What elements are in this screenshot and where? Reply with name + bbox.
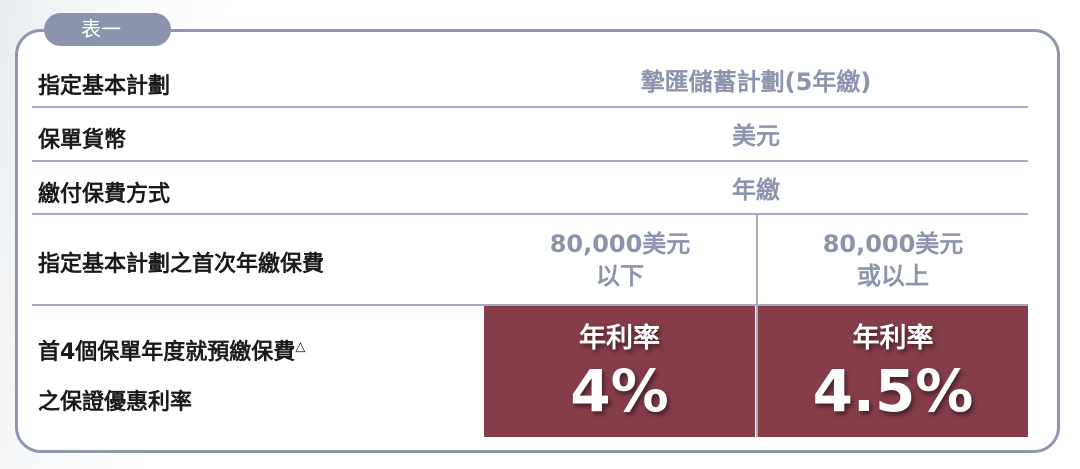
row-value-payment-mode: 年繳 [732, 176, 780, 204]
row-value-currency: 美元 [732, 122, 780, 150]
row-label-guaranteed-rate: 首4個保單年度就預繳保費△ [38, 339, 306, 365]
row-label-guaranteed-rate-line2: 之保證優惠利率 [38, 390, 193, 415]
row-label-plan: 指定基本計劃 [38, 74, 171, 99]
row-label-first-premium: 指定基本計劃之首次年繳保費 [38, 252, 325, 277]
triangle-footnote-mark: △ [295, 339, 306, 355]
premium-tier-below: 80,000美元 以下 [484, 228, 756, 292]
column-divider [756, 215, 758, 437]
divider [32, 106, 1028, 108]
row-value-plan: 摯匯儲蓄計劃(5年繳) [640, 68, 872, 96]
premium-tier-qualifier: 以下 [596, 262, 644, 290]
premium-tier-amount: 80,000美元 [822, 230, 964, 258]
premium-tier-qualifier: 或以上 [857, 262, 929, 290]
divider [32, 304, 1028, 306]
rate-value: 4.5% [812, 357, 974, 425]
row-label-payment-mode: 繳付保費方式 [38, 182, 171, 207]
premium-tier-amount: 80,000美元 [549, 230, 691, 258]
rate-title: 年利率 [852, 323, 934, 354]
rate-box-above: 年利率 4.5% [758, 306, 1028, 437]
row-label-currency: 保單貨幣 [38, 128, 127, 153]
table-tab-label: 表一 [44, 13, 171, 46]
rate-box-below: 年利率 4% [484, 306, 755, 437]
rate-title: 年利率 [579, 323, 660, 354]
divider [32, 160, 1028, 162]
divider [32, 213, 1028, 215]
rate-value: 4% [570, 357, 669, 425]
premium-tier-above: 80,000美元 或以上 [758, 228, 1028, 292]
